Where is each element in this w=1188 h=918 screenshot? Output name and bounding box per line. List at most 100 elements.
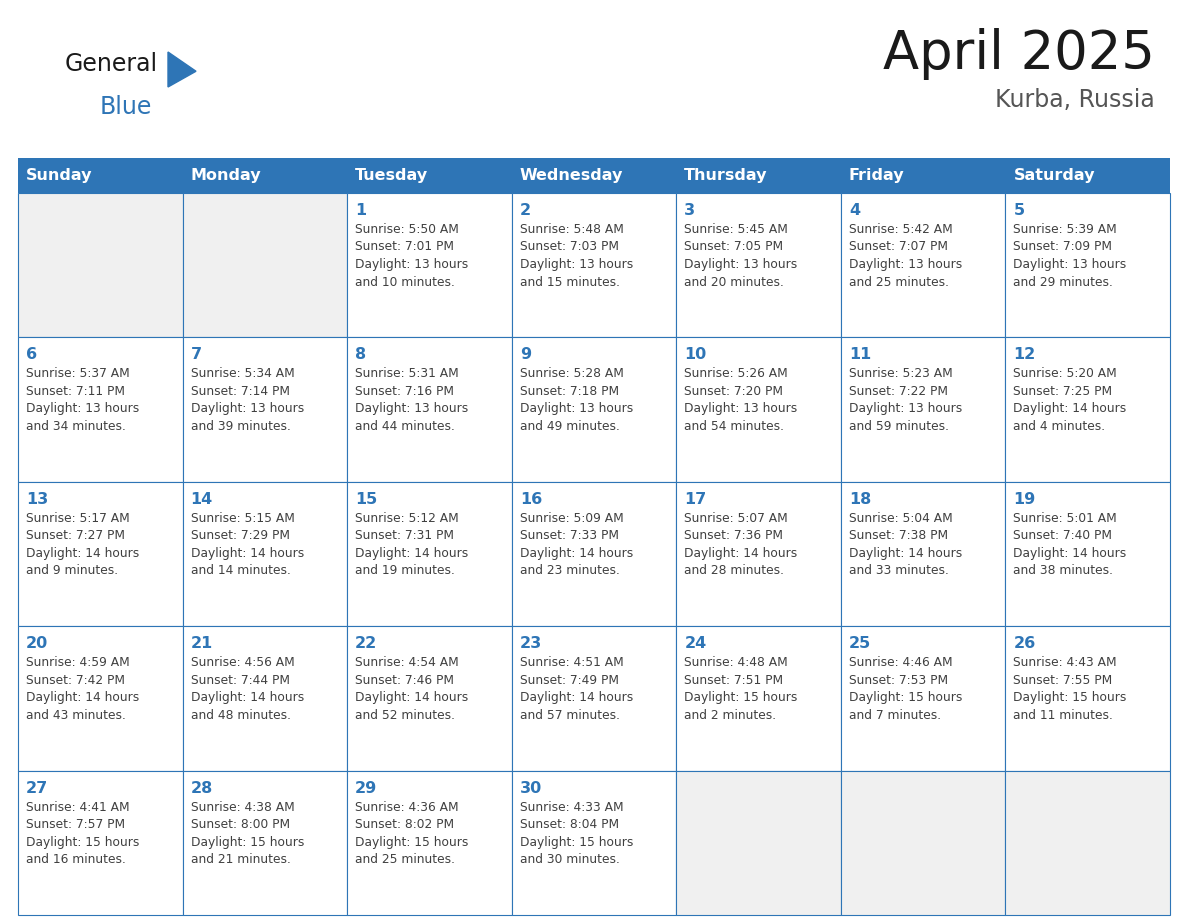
Text: 4: 4 <box>849 203 860 218</box>
Bar <box>512 626 676 770</box>
Text: Sunrise: 4:56 AM
Sunset: 7:44 PM
Daylight: 14 hours
and 48 minutes.: Sunrise: 4:56 AM Sunset: 7:44 PM Dayligh… <box>190 656 304 722</box>
Text: Sunrise: 5:45 AM
Sunset: 7:05 PM
Daylight: 13 hours
and 20 minutes.: Sunrise: 5:45 AM Sunset: 7:05 PM Dayligh… <box>684 223 797 288</box>
Bar <box>512 770 676 915</box>
Text: 10: 10 <box>684 347 707 363</box>
Text: 3: 3 <box>684 203 695 218</box>
Bar <box>841 338 1005 482</box>
Text: Sunrise: 4:43 AM
Sunset: 7:55 PM
Daylight: 15 hours
and 11 minutes.: Sunrise: 4:43 AM Sunset: 7:55 PM Dayligh… <box>1013 656 1126 722</box>
Text: 17: 17 <box>684 492 707 507</box>
Bar <box>676 626 841 770</box>
Text: Thursday: Thursday <box>684 168 767 183</box>
Text: Blue: Blue <box>100 95 152 119</box>
Text: Sunrise: 4:48 AM
Sunset: 7:51 PM
Daylight: 15 hours
and 2 minutes.: Sunrise: 4:48 AM Sunset: 7:51 PM Dayligh… <box>684 656 797 722</box>
Polygon shape <box>168 52 196 87</box>
Text: Sunrise: 4:33 AM
Sunset: 8:04 PM
Daylight: 15 hours
and 30 minutes.: Sunrise: 4:33 AM Sunset: 8:04 PM Dayligh… <box>519 800 633 866</box>
Text: Wednesday: Wednesday <box>519 168 623 183</box>
Bar <box>18 193 183 338</box>
Text: Saturday: Saturday <box>1013 168 1095 183</box>
Bar <box>347 338 512 482</box>
Text: 1: 1 <box>355 203 366 218</box>
Text: General: General <box>65 52 158 76</box>
Text: 26: 26 <box>1013 636 1036 651</box>
Text: Sunrise: 5:07 AM
Sunset: 7:36 PM
Daylight: 14 hours
and 28 minutes.: Sunrise: 5:07 AM Sunset: 7:36 PM Dayligh… <box>684 512 797 577</box>
Text: Sunrise: 5:01 AM
Sunset: 7:40 PM
Daylight: 14 hours
and 38 minutes.: Sunrise: 5:01 AM Sunset: 7:40 PM Dayligh… <box>1013 512 1126 577</box>
Text: 2: 2 <box>519 203 531 218</box>
Text: 21: 21 <box>190 636 213 651</box>
Text: 7: 7 <box>190 347 202 363</box>
Text: Sunrise: 4:46 AM
Sunset: 7:53 PM
Daylight: 15 hours
and 7 minutes.: Sunrise: 4:46 AM Sunset: 7:53 PM Dayligh… <box>849 656 962 722</box>
Bar <box>1005 338 1170 482</box>
Text: 5: 5 <box>1013 203 1024 218</box>
Bar <box>841 193 1005 338</box>
Bar <box>1005 482 1170 626</box>
Text: 27: 27 <box>26 780 49 796</box>
Bar <box>1005 770 1170 915</box>
Bar <box>18 158 1170 193</box>
Text: Sunrise: 5:31 AM
Sunset: 7:16 PM
Daylight: 13 hours
and 44 minutes.: Sunrise: 5:31 AM Sunset: 7:16 PM Dayligh… <box>355 367 468 433</box>
Text: 22: 22 <box>355 636 378 651</box>
Text: Sunrise: 4:38 AM
Sunset: 8:00 PM
Daylight: 15 hours
and 21 minutes.: Sunrise: 4:38 AM Sunset: 8:00 PM Dayligh… <box>190 800 304 866</box>
Text: 24: 24 <box>684 636 707 651</box>
Text: 13: 13 <box>26 492 49 507</box>
Bar <box>183 626 347 770</box>
Bar <box>347 626 512 770</box>
Bar <box>18 482 183 626</box>
Text: 12: 12 <box>1013 347 1036 363</box>
Bar <box>841 770 1005 915</box>
Text: Sunrise: 5:09 AM
Sunset: 7:33 PM
Daylight: 14 hours
and 23 minutes.: Sunrise: 5:09 AM Sunset: 7:33 PM Dayligh… <box>519 512 633 577</box>
Bar <box>512 193 676 338</box>
Bar <box>347 482 512 626</box>
Bar <box>183 482 347 626</box>
Text: 30: 30 <box>519 780 542 796</box>
Text: 9: 9 <box>519 347 531 363</box>
Text: 28: 28 <box>190 780 213 796</box>
Text: Sunrise: 5:37 AM
Sunset: 7:11 PM
Daylight: 13 hours
and 34 minutes.: Sunrise: 5:37 AM Sunset: 7:11 PM Dayligh… <box>26 367 139 433</box>
Bar <box>18 626 183 770</box>
Bar <box>347 770 512 915</box>
Text: 14: 14 <box>190 492 213 507</box>
Text: Sunday: Sunday <box>26 168 93 183</box>
Text: 15: 15 <box>355 492 378 507</box>
Text: Sunrise: 4:51 AM
Sunset: 7:49 PM
Daylight: 14 hours
and 57 minutes.: Sunrise: 4:51 AM Sunset: 7:49 PM Dayligh… <box>519 656 633 722</box>
Text: April 2025: April 2025 <box>883 28 1155 80</box>
Text: Sunrise: 4:41 AM
Sunset: 7:57 PM
Daylight: 15 hours
and 16 minutes.: Sunrise: 4:41 AM Sunset: 7:57 PM Dayligh… <box>26 800 139 866</box>
Bar <box>183 193 347 338</box>
Bar <box>183 338 347 482</box>
Text: Sunrise: 4:54 AM
Sunset: 7:46 PM
Daylight: 14 hours
and 52 minutes.: Sunrise: 4:54 AM Sunset: 7:46 PM Dayligh… <box>355 656 468 722</box>
Text: Friday: Friday <box>849 168 904 183</box>
Text: 23: 23 <box>519 636 542 651</box>
Text: 16: 16 <box>519 492 542 507</box>
Text: 18: 18 <box>849 492 871 507</box>
Bar <box>1005 626 1170 770</box>
Bar <box>841 482 1005 626</box>
Text: Sunrise: 5:17 AM
Sunset: 7:27 PM
Daylight: 14 hours
and 9 minutes.: Sunrise: 5:17 AM Sunset: 7:27 PM Dayligh… <box>26 512 139 577</box>
Text: Kurba, Russia: Kurba, Russia <box>996 88 1155 112</box>
Bar <box>18 770 183 915</box>
Text: 19: 19 <box>1013 492 1036 507</box>
Text: Sunrise: 5:50 AM
Sunset: 7:01 PM
Daylight: 13 hours
and 10 minutes.: Sunrise: 5:50 AM Sunset: 7:01 PM Dayligh… <box>355 223 468 288</box>
Text: Tuesday: Tuesday <box>355 168 428 183</box>
Text: Sunrise: 5:39 AM
Sunset: 7:09 PM
Daylight: 13 hours
and 29 minutes.: Sunrise: 5:39 AM Sunset: 7:09 PM Dayligh… <box>1013 223 1126 288</box>
Text: Sunrise: 5:23 AM
Sunset: 7:22 PM
Daylight: 13 hours
and 59 minutes.: Sunrise: 5:23 AM Sunset: 7:22 PM Dayligh… <box>849 367 962 433</box>
Text: 11: 11 <box>849 347 871 363</box>
Text: Sunrise: 4:36 AM
Sunset: 8:02 PM
Daylight: 15 hours
and 25 minutes.: Sunrise: 4:36 AM Sunset: 8:02 PM Dayligh… <box>355 800 468 866</box>
Text: Sunrise: 5:15 AM
Sunset: 7:29 PM
Daylight: 14 hours
and 14 minutes.: Sunrise: 5:15 AM Sunset: 7:29 PM Dayligh… <box>190 512 304 577</box>
Text: Sunrise: 5:20 AM
Sunset: 7:25 PM
Daylight: 14 hours
and 4 minutes.: Sunrise: 5:20 AM Sunset: 7:25 PM Dayligh… <box>1013 367 1126 433</box>
Text: 8: 8 <box>355 347 366 363</box>
Text: Monday: Monday <box>190 168 261 183</box>
Text: 25: 25 <box>849 636 871 651</box>
Bar <box>676 770 841 915</box>
Bar <box>676 338 841 482</box>
Text: Sunrise: 5:04 AM
Sunset: 7:38 PM
Daylight: 14 hours
and 33 minutes.: Sunrise: 5:04 AM Sunset: 7:38 PM Dayligh… <box>849 512 962 577</box>
Bar <box>1005 193 1170 338</box>
Text: Sunrise: 4:59 AM
Sunset: 7:42 PM
Daylight: 14 hours
and 43 minutes.: Sunrise: 4:59 AM Sunset: 7:42 PM Dayligh… <box>26 656 139 722</box>
Text: Sunrise: 5:42 AM
Sunset: 7:07 PM
Daylight: 13 hours
and 25 minutes.: Sunrise: 5:42 AM Sunset: 7:07 PM Dayligh… <box>849 223 962 288</box>
Text: Sunrise: 5:34 AM
Sunset: 7:14 PM
Daylight: 13 hours
and 39 minutes.: Sunrise: 5:34 AM Sunset: 7:14 PM Dayligh… <box>190 367 304 433</box>
Text: 29: 29 <box>355 780 378 796</box>
Bar <box>347 193 512 338</box>
Bar <box>676 193 841 338</box>
Text: Sunrise: 5:26 AM
Sunset: 7:20 PM
Daylight: 13 hours
and 54 minutes.: Sunrise: 5:26 AM Sunset: 7:20 PM Dayligh… <box>684 367 797 433</box>
Text: Sunrise: 5:48 AM
Sunset: 7:03 PM
Daylight: 13 hours
and 15 minutes.: Sunrise: 5:48 AM Sunset: 7:03 PM Dayligh… <box>519 223 633 288</box>
Text: 6: 6 <box>26 347 37 363</box>
Text: Sunrise: 5:12 AM
Sunset: 7:31 PM
Daylight: 14 hours
and 19 minutes.: Sunrise: 5:12 AM Sunset: 7:31 PM Dayligh… <box>355 512 468 577</box>
